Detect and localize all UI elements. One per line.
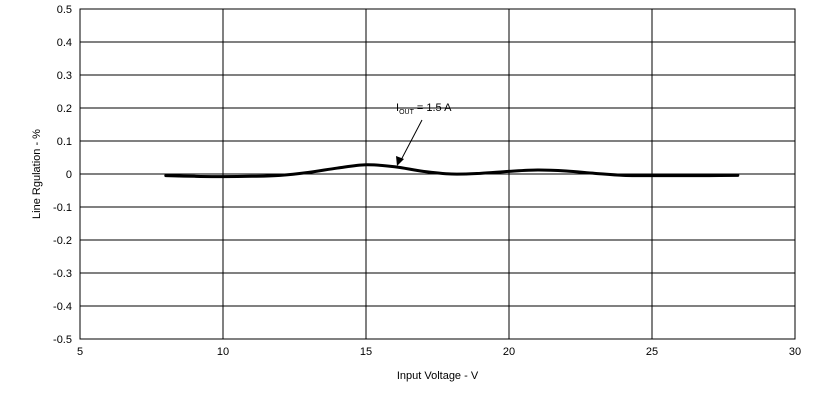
x-axis-label: Input Voltage - V [397, 370, 479, 382]
y-tick-label: 0.5 [57, 4, 72, 16]
x-tick-label: 10 [217, 346, 229, 358]
x-tick-label: 20 [503, 346, 515, 358]
annotation-arrow-line [399, 119, 423, 163]
series-line [164, 163, 740, 179]
x-tick-label: 30 [789, 346, 801, 358]
y-tick-label: 0.3 [57, 70, 72, 82]
y-tick-label: 0.1 [57, 136, 72, 148]
y-tick-label: 0.4 [57, 37, 72, 49]
y-tick-label: -0.5 [53, 334, 72, 346]
series-annotation: IOUT = 1.5 A [372, 102, 478, 166]
y-tick-label: 0 [66, 169, 72, 181]
y-tick-label: 0.2 [57, 103, 72, 115]
y-tick-label: -0.1 [53, 202, 72, 214]
x-tick-labels: 5 10 15 20 25 30 [77, 346, 801, 358]
grid [79, 8, 796, 340]
y-tick-label: -0.3 [53, 268, 72, 280]
x-tick-label: 25 [646, 346, 658, 358]
annotation-arrow-head [396, 156, 404, 166]
y-tick-label: -0.4 [53, 301, 72, 313]
y-axis-label: Line Rgulation - % [31, 129, 43, 219]
y-tick-labels: 0.5 0.4 0.3 0.2 0.1 0 -0.1 -0.2 -0.3 -0.4 -0.5 [53, 4, 72, 346]
annotation-text: IOUT = 1.5 A [396, 102, 452, 116]
x-tick-label: 5 [77, 346, 83, 358]
x-tick-label: 15 [360, 346, 372, 358]
series-layer [164, 163, 740, 179]
y-tick-label: -0.2 [53, 235, 72, 247]
